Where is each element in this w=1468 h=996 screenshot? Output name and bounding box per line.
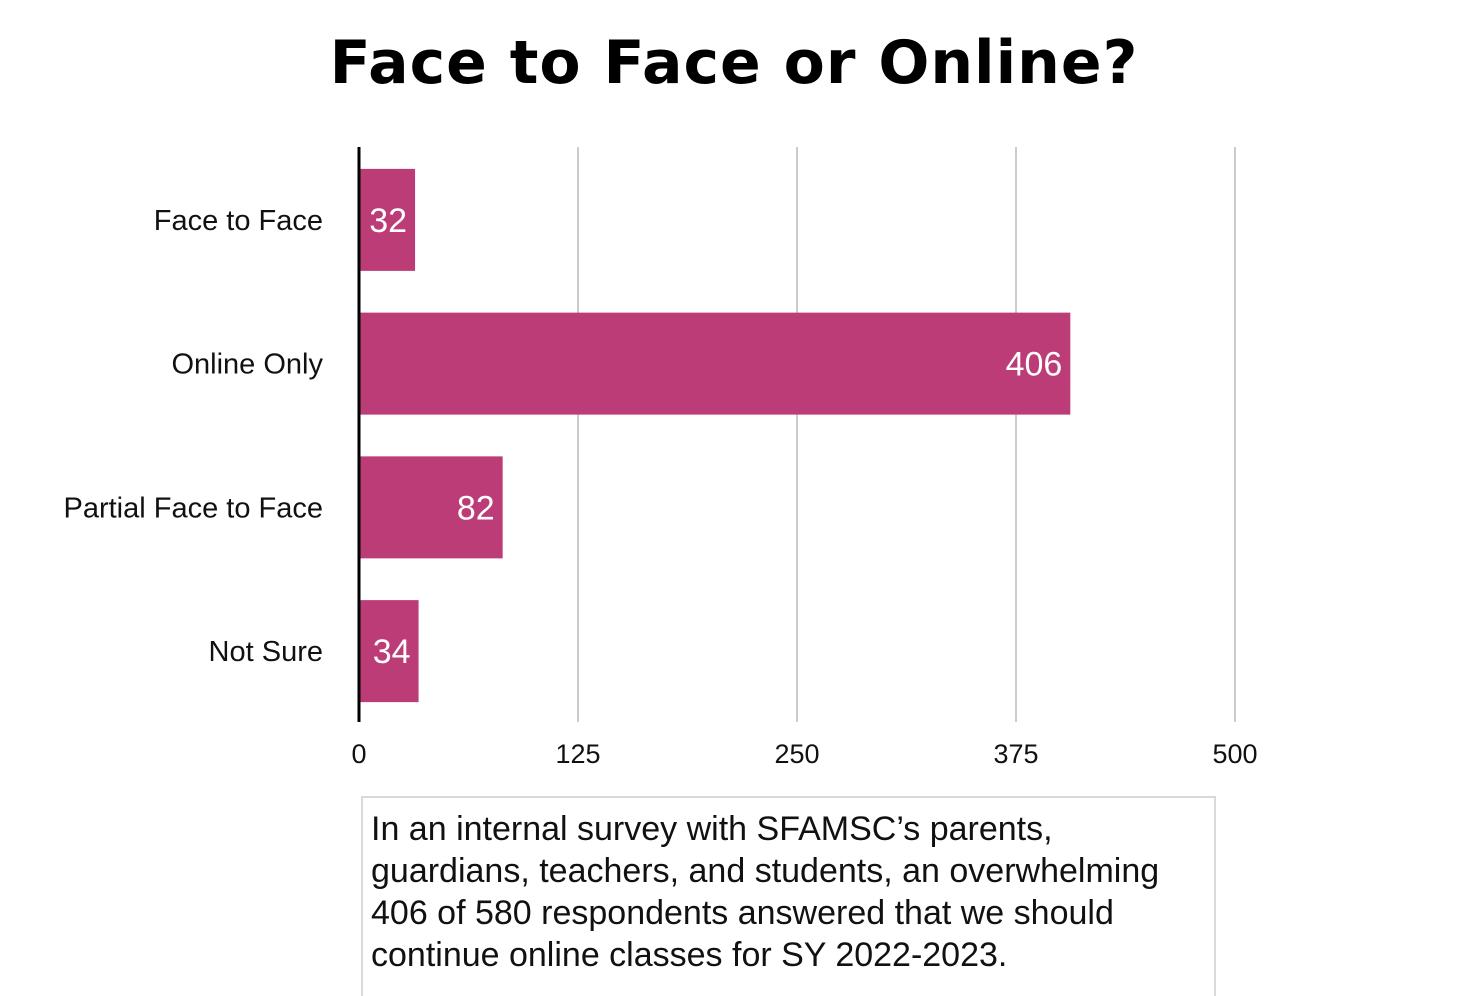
bar-face-to-face <box>359 168 416 271</box>
caption-text: In an internal survey with SFAMSC’s pare… <box>371 810 1160 974</box>
bars <box>359 168 1071 703</box>
category-label-online-only: Online Only <box>171 349 323 381</box>
data-label-online-only: 406 <box>1006 346 1063 384</box>
bar-not-sure <box>359 600 419 703</box>
bar-online-only <box>359 312 1071 415</box>
data-label-not-sure: 34 <box>373 633 411 671</box>
x-tick-label-250: 250 <box>774 739 819 769</box>
gridlines <box>577 147 1236 722</box>
data-label-partial-face-to-face: 82 <box>457 489 495 527</box>
chart-title: Face to Face or Online? <box>329 28 1139 98</box>
category-label-face-to-face: Face to Face <box>154 205 323 237</box>
x-tick-label-500: 500 <box>1212 739 1257 769</box>
category-label-partial-face-to-face: Partial Face to Face <box>64 492 324 524</box>
data-label-face-to-face: 32 <box>369 202 407 240</box>
x-tick-label-0: 0 <box>351 739 366 769</box>
bar-partial-face-to-face <box>359 456 503 559</box>
x-tick-label-375: 375 <box>993 739 1038 769</box>
data-labels: 32 406 82 34 <box>369 202 1062 671</box>
x-tick-label-125: 125 <box>555 739 600 769</box>
caption-box: In an internal survey with SFAMSC’s pare… <box>361 796 1216 996</box>
x-axis-tick-labels: 0 125 250 375 500 <box>351 739 1257 769</box>
category-labels: Face to Face Online Only Partial Face to F… <box>64 205 324 668</box>
category-label-not-sure: Not Sure <box>209 636 323 668</box>
